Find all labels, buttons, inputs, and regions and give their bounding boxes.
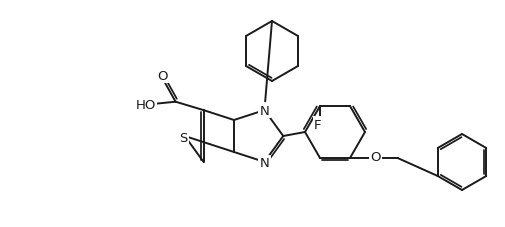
Text: S: S (179, 132, 187, 145)
Text: N: N (259, 157, 269, 170)
Text: F: F (314, 118, 321, 131)
Text: HO: HO (135, 99, 156, 111)
Text: O: O (369, 151, 380, 164)
Text: O: O (157, 70, 168, 83)
Text: N: N (259, 104, 269, 117)
